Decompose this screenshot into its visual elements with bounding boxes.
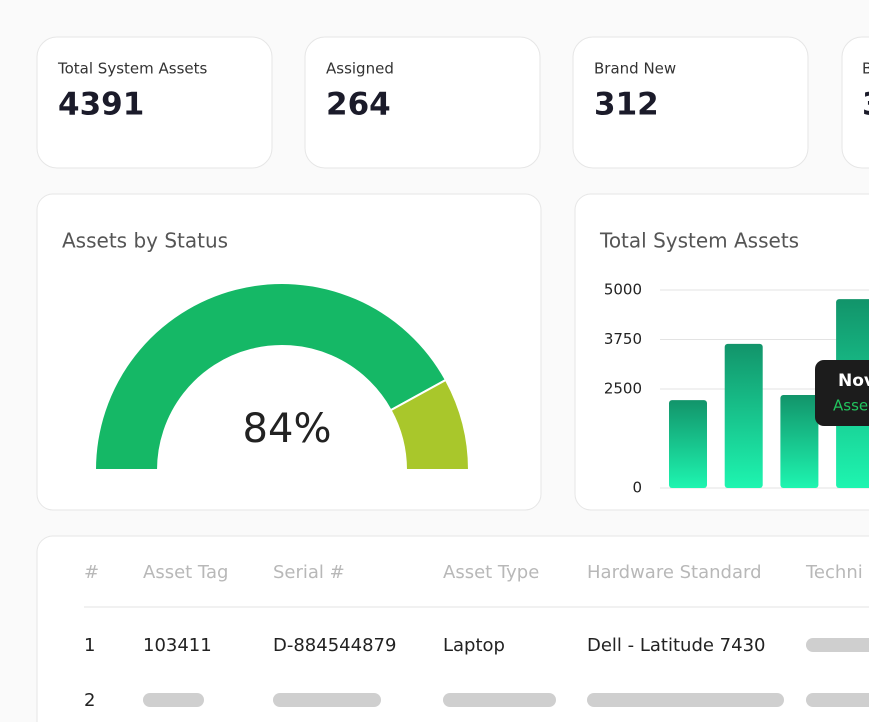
table-header: Asset Type <box>443 562 539 583</box>
table-header: Serial # <box>273 562 345 583</box>
stat-card[interactable] <box>304 36 541 169</box>
y-tick-label: 0 <box>632 479 642 497</box>
skeleton <box>806 638 869 652</box>
table-header: Asset Tag <box>143 562 228 583</box>
table-header: # <box>84 562 99 583</box>
stat-value: 264 <box>326 87 391 123</box>
table-cell: 1 <box>84 635 95 656</box>
skeleton <box>587 693 784 707</box>
stat-card[interactable] <box>36 36 273 169</box>
chart-title: Assets by Status <box>62 229 228 253</box>
table-cell: Dell - Latitude 7430 <box>587 635 766 656</box>
bar <box>780 394 819 488</box>
skeleton <box>443 693 556 707</box>
y-tick-label: 2500 <box>604 380 642 398</box>
tooltip-text: Asse <box>833 397 868 415</box>
stat-card[interactable] <box>572 36 809 169</box>
table-cell: 103411 <box>143 635 212 656</box>
skeleton <box>806 693 869 707</box>
gauge-segment <box>93 282 448 471</box>
table-header: Hardware Standard <box>587 562 762 583</box>
stat-value: 3 <box>862 87 869 123</box>
y-tick-label: 5000 <box>604 281 642 299</box>
tooltip <box>815 360 869 426</box>
y-tick-label: 3750 <box>604 330 642 348</box>
stat-label: B <box>862 60 869 78</box>
skeleton <box>273 693 381 707</box>
gauge-label: 84% <box>243 406 332 452</box>
table-cell: D-884544879 <box>273 635 396 656</box>
gauge-segment <box>389 378 471 471</box>
stat-label: Total System Assets <box>57 60 208 78</box>
bar <box>724 343 763 488</box>
chart-title: Total System Assets <box>599 229 799 253</box>
stat-label: Assigned <box>326 60 394 78</box>
skeleton <box>143 693 204 707</box>
stat-value: 4391 <box>58 87 144 123</box>
stat-value: 312 <box>594 87 659 123</box>
bar <box>669 400 707 488</box>
tooltip-title: Nov <box>838 371 869 391</box>
table-panel <box>36 535 869 722</box>
table-cell: 2 <box>84 690 95 711</box>
table-cell: Laptop <box>443 635 505 656</box>
stat-label: Brand New <box>594 60 676 78</box>
stat-card[interactable] <box>841 36 869 169</box>
table-header: Techni <box>805 562 863 583</box>
